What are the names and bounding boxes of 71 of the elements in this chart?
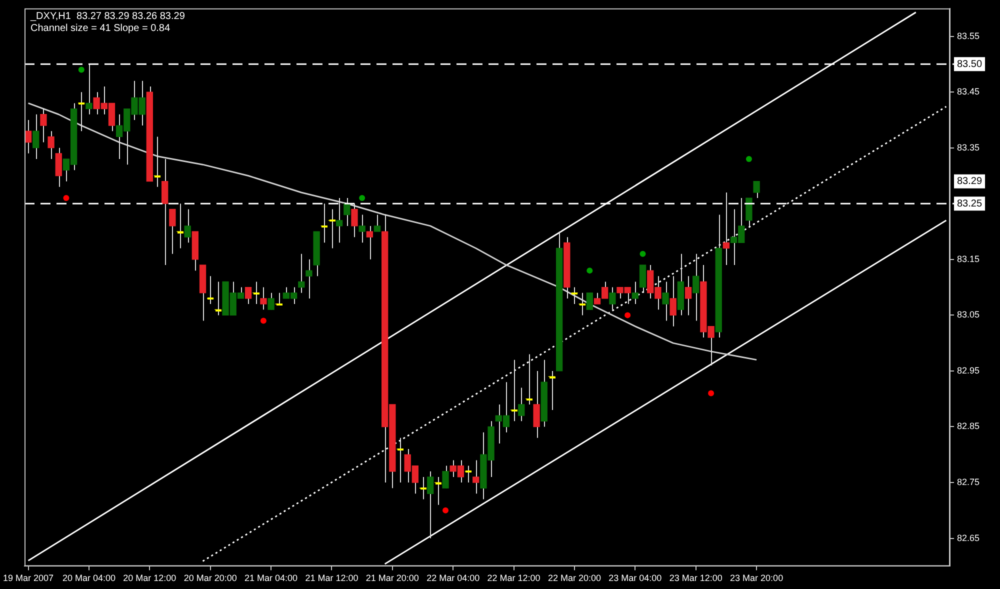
candlestick [632,281,639,305]
candlestick [306,258,312,299]
candlestick [298,253,305,294]
point [78,66,84,73]
candlestick [268,292,274,310]
x-tick-label: 21 Mar 12:00 [305,573,358,584]
y-tick-label: 83.35 [957,142,980,152]
candlestick [32,114,40,160]
x-tick-label: 23 Mar 20:00 [730,573,784,584]
x-tick-label: 21 Mar 20:00 [366,573,419,584]
candlestick [40,108,47,143]
candlestick [244,286,252,305]
point [359,195,366,202]
point [260,318,266,324]
candlestick [86,64,92,115]
ref-line-label: 83.25 [957,198,982,210]
x-tick-label: 20 Mar 12:00 [123,573,176,584]
y-tick-label: 83.05 [957,310,980,320]
text: 83.29 [957,176,982,188]
y-tick-label: 82.75 [957,477,980,488]
candlestick [753,180,760,199]
chart-title: _DXY,H1 83.27 83.29 83.26 83.29 [29,11,186,22]
y-tick-label: 83.55 [957,30,980,41]
candlestick [366,225,373,260]
candlestick [670,276,676,327]
candlestick [533,370,540,438]
x-tick-label: 22 Mar 04:00 [426,573,480,584]
candlestick [639,264,646,294]
y-tick-label: 82.85 [957,421,980,432]
x-tick-label: 23 Mar 12:00 [669,573,722,584]
y-tick-label: 83.15 [957,254,980,264]
y-tick-label: 82.95 [957,365,980,376]
candlestick [48,130,54,160]
candlestick [684,276,692,316]
candlestick [609,286,616,310]
point [624,312,631,318]
candlestick [427,470,434,539]
candlestick [722,192,730,266]
candlestick [351,203,358,238]
x-tick-label: 22 Mar 20:00 [548,573,602,584]
candlestick [662,281,669,322]
text: Channel size = 41 Slope = 0.84 [30,23,170,34]
x-tick-label: 22 Mar 12:00 [487,573,540,584]
candlestick [162,158,168,266]
candlestick [358,214,366,244]
candlestick [260,286,267,310]
candlestick [518,387,525,422]
x-tick-label: 19 Mar 2007 [3,573,54,584]
point [746,156,752,162]
candlestick [184,208,191,244]
candlestick [169,208,176,254]
candlestick [586,292,593,310]
x-tick-label: 21 Mar 04:00 [244,573,298,584]
point [63,195,70,202]
x-tick-label: 20 Mar 04:00 [62,573,116,584]
candlestick [55,147,62,188]
candlestick [442,465,449,489]
x-tick-label: 20 Mar 20:00 [184,573,237,584]
point [640,250,646,257]
ref-line-label: 83.50 [957,58,982,70]
point [708,390,714,396]
point [586,268,593,274]
point [442,507,449,514]
candlestick [336,198,343,244]
y-tick-label: 83.45 [957,86,980,97]
candlestick [692,253,700,322]
candlestick [472,460,480,494]
y-tick-label: 82.65 [957,532,980,543]
candlestick [374,214,381,232]
x-tick-label: 23 Mar 04:00 [608,573,662,584]
candlestick [746,198,752,226]
